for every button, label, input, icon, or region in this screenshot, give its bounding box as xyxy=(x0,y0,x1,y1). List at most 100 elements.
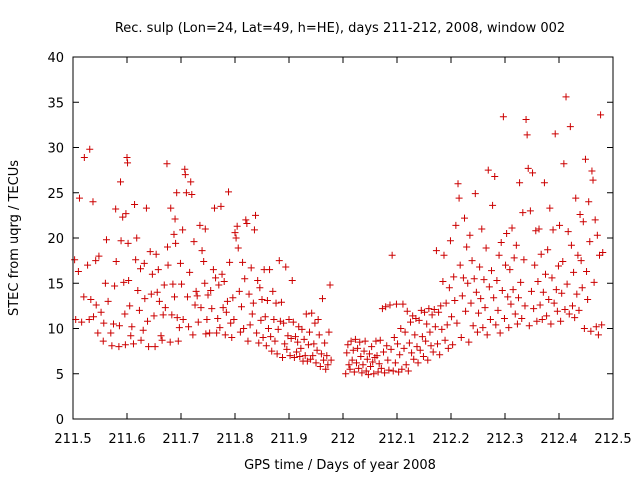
data-point xyxy=(458,292,466,300)
data-point xyxy=(127,332,135,340)
data-point xyxy=(209,266,217,274)
data-point xyxy=(285,315,293,323)
data-point xyxy=(231,229,239,237)
data-point xyxy=(483,331,491,339)
data-point xyxy=(461,214,468,222)
x-tick-label: 212.4 xyxy=(540,432,577,447)
data-point xyxy=(226,258,234,266)
data-point xyxy=(237,303,245,311)
data-point xyxy=(274,325,282,333)
data-point xyxy=(413,343,421,351)
data-point xyxy=(191,301,199,309)
data-point xyxy=(562,93,570,101)
data-point xyxy=(488,267,495,275)
data-point xyxy=(261,313,269,321)
data-point xyxy=(161,304,169,312)
data-point xyxy=(365,350,373,358)
data-point xyxy=(563,280,571,288)
data-point xyxy=(502,261,510,269)
data-point xyxy=(441,336,449,344)
data-point xyxy=(466,231,474,239)
data-point xyxy=(547,320,555,328)
x-tick-label: 212 xyxy=(331,432,356,447)
data-point xyxy=(243,220,251,228)
data-point xyxy=(268,347,276,355)
data-point xyxy=(450,273,458,281)
data-point xyxy=(361,337,369,345)
data-point xyxy=(465,338,473,346)
data-point xyxy=(566,123,574,131)
data-point xyxy=(414,359,422,367)
data-point xyxy=(233,222,241,230)
data-point xyxy=(288,277,296,285)
data-point xyxy=(479,324,487,332)
data-point xyxy=(218,270,226,278)
data-point xyxy=(455,194,463,202)
data-point xyxy=(354,344,362,352)
data-point xyxy=(454,180,462,188)
data-point xyxy=(275,257,283,265)
data-point xyxy=(321,339,329,347)
data-point xyxy=(131,201,139,209)
data-point xyxy=(421,308,429,316)
data-point xyxy=(399,300,407,308)
data-point xyxy=(256,284,264,292)
y-tick-label: 0 xyxy=(56,413,64,428)
data-point xyxy=(490,294,498,302)
data-point xyxy=(415,316,423,324)
data-point xyxy=(159,311,167,319)
data-point xyxy=(372,337,380,345)
data-point xyxy=(294,338,302,346)
data-point xyxy=(219,304,227,312)
data-point xyxy=(435,308,443,316)
data-point xyxy=(516,179,524,187)
data-point xyxy=(279,353,287,361)
data-point xyxy=(252,211,260,219)
data-point xyxy=(186,268,194,276)
data-point xyxy=(107,329,115,337)
data-point xyxy=(419,353,427,361)
data-point xyxy=(250,226,258,234)
data-point xyxy=(374,368,382,376)
data-point xyxy=(485,283,493,291)
x-tick-label: 212.3 xyxy=(486,432,523,447)
data-point xyxy=(170,230,178,238)
data-point xyxy=(378,305,386,313)
data-point xyxy=(526,207,534,215)
data-point xyxy=(167,204,175,212)
data-point xyxy=(505,324,513,332)
data-point xyxy=(577,257,585,265)
data-point xyxy=(176,259,184,267)
data-point xyxy=(348,356,356,364)
data-point xyxy=(583,267,591,275)
data-point xyxy=(322,365,330,373)
x-tick-label: 211.5 xyxy=(54,432,91,447)
data-point xyxy=(158,336,166,344)
data-point xyxy=(254,277,262,285)
data-point xyxy=(146,248,154,256)
data-point xyxy=(389,367,397,375)
data-point xyxy=(298,325,306,333)
data-point xyxy=(327,356,335,364)
data-point xyxy=(446,237,454,245)
data-point xyxy=(92,301,100,309)
data-point xyxy=(521,302,529,310)
data-point xyxy=(78,318,86,326)
data-point xyxy=(504,293,512,301)
data-point xyxy=(230,315,238,323)
data-point xyxy=(405,339,413,347)
data-point xyxy=(126,302,134,310)
chart-title: Rec. sulp (Lon=24, Lat=49, h=HE), days 2… xyxy=(115,21,565,36)
data-point xyxy=(542,270,549,278)
data-point xyxy=(467,299,475,307)
data-point xyxy=(344,341,352,349)
data-point xyxy=(223,297,231,305)
data-point xyxy=(367,363,375,371)
data-point xyxy=(515,294,522,302)
data-point xyxy=(175,324,183,332)
data-point xyxy=(463,243,471,251)
data-point xyxy=(509,286,517,294)
data-point xyxy=(247,264,255,272)
data-point xyxy=(347,337,355,345)
data-point xyxy=(462,307,470,315)
